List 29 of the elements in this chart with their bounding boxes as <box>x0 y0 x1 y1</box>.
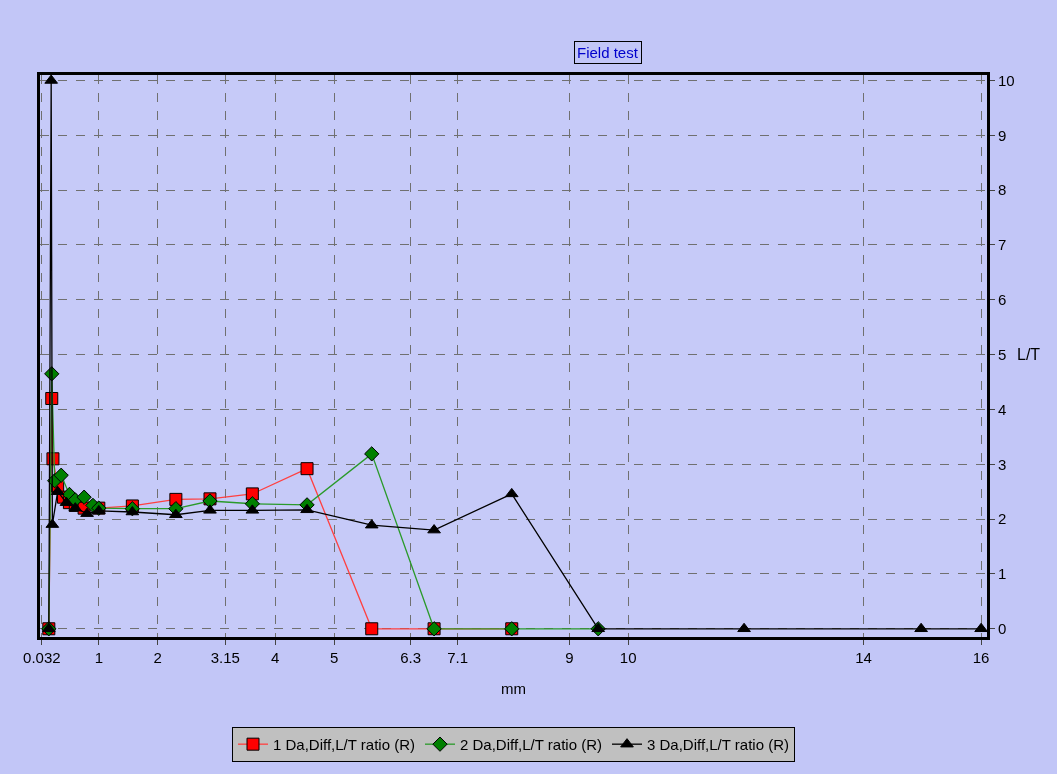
legend-label: 3 Da,Diff,L/T ratio (R) <box>647 736 789 754</box>
y-tick-label: 10 <box>998 71 1015 89</box>
legend-label: 2 Da,Diff,L/T ratio (R) <box>460 736 602 754</box>
y-tick-label: 4 <box>998 400 1007 418</box>
x-tick-label: 4 <box>271 649 280 666</box>
y-tick-label: 3 <box>998 455 1007 473</box>
x-tick-label: 0.032 <box>23 649 61 666</box>
x-tick-label: 6.3 <box>400 649 421 666</box>
y-tick-label: 5 <box>998 345 1007 363</box>
x-tick-label: 9 <box>565 649 574 666</box>
x-axis-title: mm <box>501 680 526 697</box>
legend-label: 1 Da,Diff,L/T ratio (R) <box>273 736 415 754</box>
chart-title: Field test <box>577 44 639 61</box>
y-axis-title: L/T <box>1017 346 1041 363</box>
y-tick-label: 7 <box>998 236 1007 254</box>
y-tick-label: 1 <box>998 565 1007 583</box>
x-tick-label: 5 <box>329 649 339 666</box>
y-tick-label: 0 <box>998 620 1007 638</box>
x-tick-label: 1 <box>94 649 103 666</box>
x-tick-label: 2 <box>153 649 162 666</box>
y-tick-label: 6 <box>998 291 1007 309</box>
y-tick-label: 2 <box>998 510 1007 528</box>
x-tick-label: 3.15 <box>210 649 240 666</box>
y-tick-label: 8 <box>998 181 1007 199</box>
x-tick-label: 14 <box>855 649 872 666</box>
y-tick-label: 9 <box>998 126 1007 144</box>
x-tick-label: 10 <box>619 649 637 666</box>
x-tick-label: 16 <box>972 649 990 666</box>
x-tick-label: 7.1 <box>447 649 469 666</box>
